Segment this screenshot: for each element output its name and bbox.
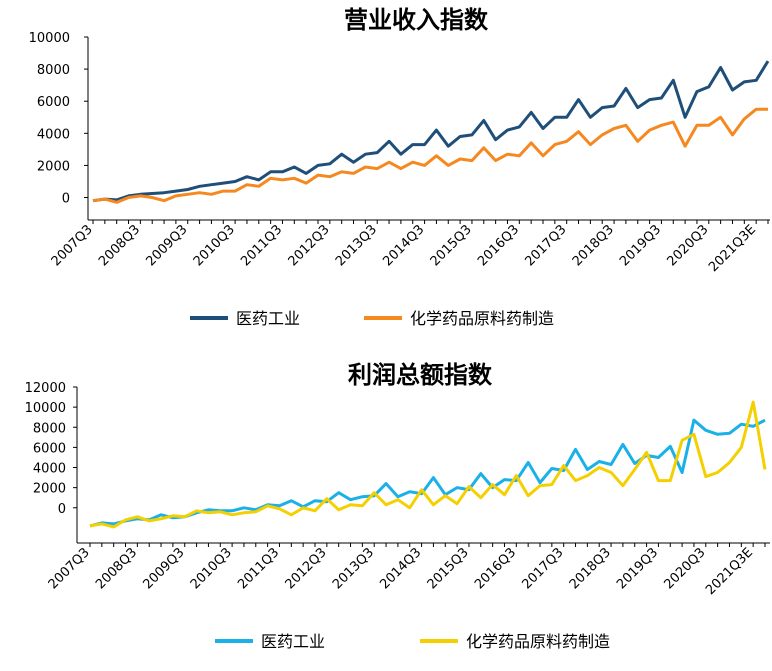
x-tick-label: 2008Q3 [96, 222, 143, 269]
y-tick-label: 4000 [37, 127, 70, 142]
x-tick-label: 2011Q3 [238, 222, 285, 269]
x-tick-label: 2014Q3 [380, 222, 427, 269]
legend-label: 医药工业 [236, 309, 300, 328]
x-tick-label: 2007Q3 [49, 222, 96, 269]
x-tick-label: 2010Q3 [191, 222, 238, 269]
x-tick-label: 2009Q3 [143, 222, 190, 269]
y-tick-label: 8000 [33, 421, 66, 436]
x-tick-label: 2020Q3 [662, 545, 709, 592]
x-tick-label: 2016Q3 [472, 545, 519, 592]
y-tick-label: 6000 [33, 441, 66, 456]
x-tick-label: 2014Q3 [377, 545, 424, 592]
chart-title: 营业收入指数 [344, 6, 489, 34]
x-tick-label: 2019Q3 [614, 545, 661, 592]
y-tick-label: 2000 [33, 482, 66, 497]
x-tick-label: 2017Q3 [519, 545, 566, 592]
legend-label: 医药工业 [261, 632, 325, 651]
x-tick-label: 2012Q3 [283, 545, 330, 592]
x-tick-label: 2016Q3 [475, 222, 522, 269]
y-tick-label: 10000 [29, 31, 70, 46]
x-tick-label: 2021Q3E [706, 222, 759, 275]
x-tick-label: 2013Q3 [330, 545, 377, 592]
x-tick-label: 2020Q3 [665, 222, 712, 269]
series-line [89, 418, 766, 528]
x-tick-label: 2021Q3E [703, 545, 756, 598]
x-tick-label: 2018Q3 [567, 545, 614, 592]
y-tick-label: 0 [58, 502, 66, 517]
y-tick-label: 8000 [37, 63, 70, 78]
x-tick-label: 2013Q3 [333, 222, 380, 269]
x-tick-label: 2019Q3 [617, 222, 664, 269]
chart-title: 利润总额指数 [348, 361, 493, 389]
x-tick-label: 2008Q3 [93, 545, 140, 592]
y-tick-label: 12000 [25, 381, 66, 396]
x-tick-label: 2007Q3 [46, 545, 93, 592]
x-tick-label: 2015Q3 [428, 222, 475, 269]
x-tick-label: 2010Q3 [188, 545, 235, 592]
legend-label: 化学药品原料药制造 [410, 309, 554, 328]
x-tick-label: 2015Q3 [425, 545, 472, 592]
y-tick-label: 2000 [37, 159, 70, 174]
y-tick-label: 6000 [37, 95, 70, 110]
y-tick-label: 4000 [33, 462, 66, 477]
series-line [92, 60, 770, 203]
y-tick-label: 10000 [25, 401, 66, 416]
x-tick-label: 2011Q3 [235, 545, 282, 592]
y-tick-label: 0 [62, 192, 70, 207]
series-line [89, 400, 767, 529]
legend-label: 化学药品原料药制造 [466, 632, 610, 651]
x-tick-label: 2018Q3 [570, 222, 617, 269]
x-tick-label: 2012Q3 [286, 222, 333, 269]
x-tick-label: 2017Q3 [522, 222, 569, 269]
x-tick-label: 2009Q3 [140, 545, 187, 592]
series-line [92, 107, 768, 204]
